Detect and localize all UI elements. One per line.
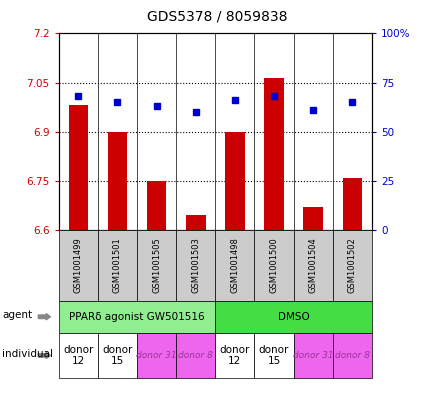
Text: donor 8: donor 8 (334, 351, 369, 360)
Bar (69, 105, 88, 230)
Text: GSM1001501: GSM1001501 (113, 237, 122, 293)
Text: donor
15: donor 15 (102, 345, 132, 366)
Text: donor
15: donor 15 (258, 345, 289, 366)
Text: GSM1001505: GSM1001505 (152, 237, 161, 293)
Bar (186, 215, 205, 230)
Text: donor
12: donor 12 (219, 345, 250, 366)
Text: GSM1001502: GSM1001502 (347, 237, 356, 293)
Text: agent: agent (2, 310, 32, 320)
Text: donor
12: donor 12 (63, 345, 93, 366)
Text: donor 8: donor 8 (178, 351, 213, 360)
Text: GSM1001503: GSM1001503 (191, 237, 200, 293)
Text: PPARδ agonist GW501516: PPARδ agonist GW501516 (69, 312, 204, 322)
Bar (225, 132, 244, 230)
Text: GSM1001498: GSM1001498 (230, 237, 239, 293)
Text: GSM1001504: GSM1001504 (308, 237, 317, 293)
Bar (108, 132, 127, 230)
Text: donor 31: donor 31 (136, 351, 177, 360)
Bar (263, 77, 283, 230)
Text: GSM1001499: GSM1001499 (74, 237, 82, 293)
Bar (302, 207, 322, 230)
Text: GDS5378 / 8059838: GDS5378 / 8059838 (147, 10, 287, 24)
Bar (146, 181, 166, 230)
Text: individual: individual (2, 349, 53, 358)
Text: donor 31: donor 31 (292, 351, 333, 360)
Bar (342, 178, 361, 230)
Text: GSM1001500: GSM1001500 (269, 237, 278, 293)
Text: DMSO: DMSO (277, 312, 309, 322)
